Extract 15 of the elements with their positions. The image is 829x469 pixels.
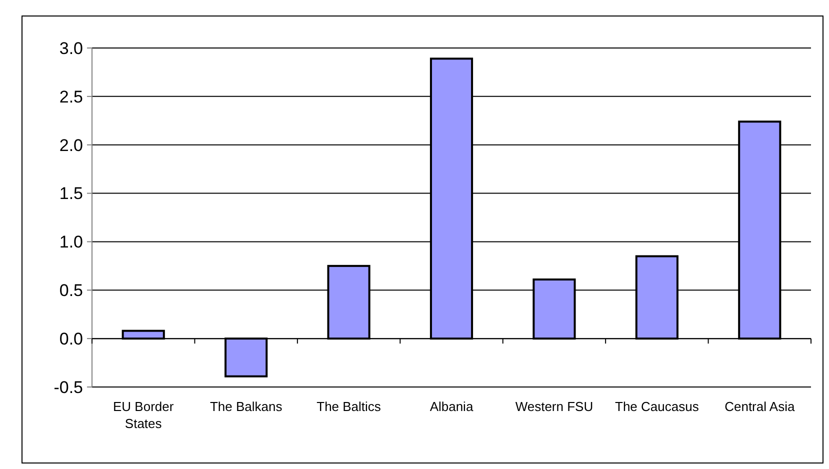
y-tick-label: 0.0 — [59, 330, 83, 349]
y-tick-label: 1.5 — [59, 184, 83, 204]
y-tick-label: -0.5 — [54, 378, 83, 397]
x-tick-label: EU Border States — [113, 399, 174, 431]
y-tick-label: 3.0 — [59, 38, 83, 58]
y-tick-label: 1.0 — [59, 232, 83, 252]
x-tick-label: Albania — [430, 399, 474, 414]
x-tick-label: The Baltics — [316, 399, 382, 414]
y-tick-label: 0.5 — [59, 281, 83, 300]
y-tick-label: 2.5 — [59, 87, 83, 106]
x-tick-label: Central Asia — [724, 399, 796, 414]
x-tick-label: Western FSU — [515, 399, 594, 414]
y-tick-label: 2.0 — [59, 136, 83, 155]
x-tick-label: The Caucasus — [615, 399, 700, 414]
x-tick-label: The Balkans — [210, 399, 283, 414]
